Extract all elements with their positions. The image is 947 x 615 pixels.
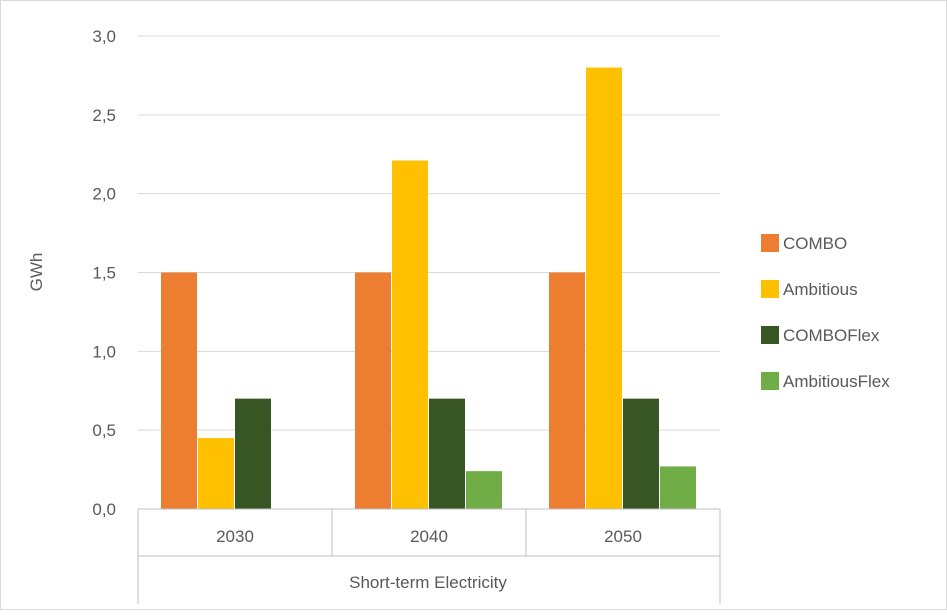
y-tick-label: 0,0	[92, 500, 116, 519]
legend-label-ambitious: Ambitious	[783, 280, 858, 299]
y-tick-label: 0,5	[92, 421, 116, 440]
bar-ambitious-2050	[586, 67, 622, 510]
legend: COMBO Ambitious COMBOFlex AmbitiousFlex	[761, 234, 890, 391]
bar-comboflex-2040	[429, 398, 465, 509]
bar-combo-2040	[355, 272, 391, 509]
y-tick-label: 2,0	[92, 185, 116, 204]
bar-ambitiousflex-2040	[466, 471, 502, 509]
x-tick-label: 2030	[216, 527, 254, 546]
bars	[161, 67, 696, 510]
bar-ambitiousflex-2050	[660, 466, 696, 509]
y-tick-label: 3,0	[92, 27, 116, 46]
x-tick-label: 2050	[604, 527, 642, 546]
gridlines	[138, 35, 720, 431]
y-axis-label: GWh	[27, 253, 46, 292]
bar-comboflex-2050	[623, 398, 659, 509]
bar-combo-2050	[549, 272, 585, 509]
y-tick-label: 1,5	[92, 264, 116, 283]
y-tick-label: 1,0	[92, 342, 116, 361]
x-axis-label: Short-term Electricity	[349, 573, 507, 592]
bar-comboflex-2030	[235, 398, 271, 509]
bar-ambitious-2040	[392, 160, 428, 509]
legend-swatch-ambitious	[761, 280, 779, 298]
legend-swatch-combo	[761, 234, 779, 252]
legend-swatch-comboflex	[761, 326, 779, 344]
legend-label-ambitiousflex: AmbitiousFlex	[783, 372, 890, 391]
x-tick-label: 2040	[410, 527, 448, 546]
axes: 0,0 0,5 1,0 1,5 2,0 2,5 3,0 2030 2040 2050	[92, 27, 721, 604]
legend-label-comboflex: COMBOFlex	[783, 326, 880, 345]
y-tick-label: 2,5	[92, 106, 116, 125]
legend-label-combo: COMBO	[783, 234, 847, 253]
legend-swatch-ambitiousflex	[761, 372, 779, 390]
bar-ambitious-2030	[198, 438, 234, 509]
bar-combo-2030	[161, 272, 197, 509]
